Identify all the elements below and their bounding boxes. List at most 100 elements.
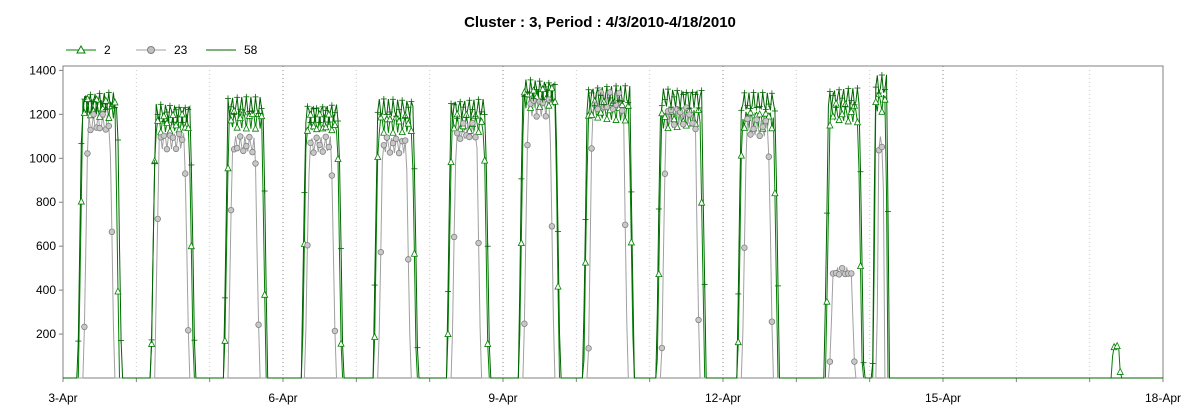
point-series-58 — [551, 81, 558, 88]
point-series-58 — [625, 99, 632, 106]
point-series-58 — [390, 96, 396, 103]
point-series-2 — [303, 126, 312, 134]
point-series-23 — [460, 120, 467, 127]
point-series-58 — [588, 89, 595, 96]
point-series-58 — [301, 189, 308, 196]
point-series-58 — [96, 90, 103, 97]
point-series-23 — [172, 145, 180, 153]
x-tick-label: 6-Apr — [268, 391, 297, 405]
point-series-58 — [469, 106, 476, 113]
point-series-23 — [658, 344, 666, 352]
point-series-58 — [81, 96, 88, 103]
point-series-2 — [465, 126, 474, 134]
point-series-23 — [826, 358, 834, 365]
point-series-58 — [600, 101, 607, 108]
point-series-23 — [615, 89, 623, 97]
point-series-2 — [823, 297, 831, 305]
point-series-2 — [597, 108, 605, 116]
point-series-2 — [227, 116, 235, 124]
point-series-23 — [108, 228, 116, 236]
point-series-23 — [331, 327, 339, 335]
point-series-58 — [261, 188, 268, 195]
point-series-2 — [410, 249, 419, 257]
point-series-2 — [539, 84, 547, 93]
point-series-58 — [692, 91, 699, 98]
point-series-58 — [597, 92, 604, 99]
point-series-23 — [765, 153, 773, 160]
point-series-2 — [257, 111, 266, 120]
point-series-58 — [472, 113, 479, 120]
point-series-2 — [587, 110, 596, 118]
point-series-23 — [759, 123, 766, 130]
point-series-58 — [533, 86, 540, 93]
point-series-58 — [231, 111, 238, 118]
point-series-23 — [606, 89, 614, 96]
point-series-23 — [160, 132, 168, 139]
point-series-58 — [539, 96, 546, 103]
point-series-58 — [756, 103, 763, 110]
point-series-58 — [173, 106, 180, 113]
point-series-2 — [765, 112, 773, 120]
point-series-58 — [313, 105, 320, 112]
point-series-58 — [848, 97, 855, 104]
point-series-2 — [658, 108, 666, 117]
point-series-58 — [582, 216, 589, 223]
point-series-58 — [154, 111, 161, 118]
point-series-58 — [759, 89, 766, 96]
point-series-58 — [160, 118, 167, 125]
point-series-58 — [335, 118, 341, 125]
point-series-2 — [77, 197, 85, 205]
point-series-2 — [251, 124, 260, 132]
point-series-58 — [542, 83, 549, 90]
point-series-58 — [319, 103, 326, 110]
point-series-2 — [163, 118, 171, 127]
point-series-58 — [555, 228, 561, 235]
point-series-23 — [84, 150, 91, 157]
point-series-58 — [75, 338, 82, 345]
point-series-58 — [536, 78, 543, 85]
point-series-58 — [545, 79, 552, 86]
point-series-23 — [622, 221, 629, 229]
point-series-23 — [169, 134, 177, 141]
point-series-2 — [838, 109, 846, 118]
point-series-58 — [671, 93, 678, 100]
point-series-58 — [683, 89, 690, 96]
point-series-23 — [851, 358, 858, 365]
point-series-58 — [768, 90, 775, 97]
point-series-23 — [689, 120, 696, 127]
point-series-58 — [619, 98, 626, 105]
point-series-58 — [182, 104, 189, 111]
point-series-23 — [548, 223, 556, 230]
point-series-58 — [826, 88, 833, 95]
point-series-2 — [169, 110, 177, 118]
chart-title: Cluster : 3, Period : 4/3/2010-4/18/2010 — [464, 14, 736, 31]
point-series-58 — [325, 119, 332, 126]
point-series-58 — [674, 87, 681, 94]
y-tick-label: 1000 — [29, 151, 56, 165]
point-series-58 — [402, 114, 409, 121]
point-series-58 — [454, 115, 461, 122]
point-series-23 — [768, 318, 776, 325]
legend-label-series-2: 58 — [244, 43, 258, 57]
point-series-58 — [108, 103, 115, 110]
point-series-58 — [518, 175, 525, 182]
point-series-23 — [325, 143, 333, 151]
point-series-2 — [187, 241, 195, 250]
point-series-23 — [182, 170, 189, 177]
point-series-58 — [151, 159, 158, 166]
point-series-58 — [622, 82, 629, 89]
point-series-58 — [463, 114, 470, 121]
point-series-2 — [554, 282, 562, 290]
point-series-2 — [826, 121, 834, 129]
point-series-23 — [475, 239, 482, 247]
point-series-58 — [396, 106, 403, 113]
point-series-58 — [695, 104, 702, 111]
point-series-58 — [228, 103, 235, 110]
point-series-23 — [741, 244, 748, 251]
point-series-58 — [237, 106, 244, 113]
point-series-23 — [680, 120, 687, 128]
point-series-58 — [383, 111, 390, 118]
point-series-58 — [680, 91, 687, 98]
point-series-58 — [521, 93, 528, 100]
point-series-58 — [698, 87, 705, 94]
